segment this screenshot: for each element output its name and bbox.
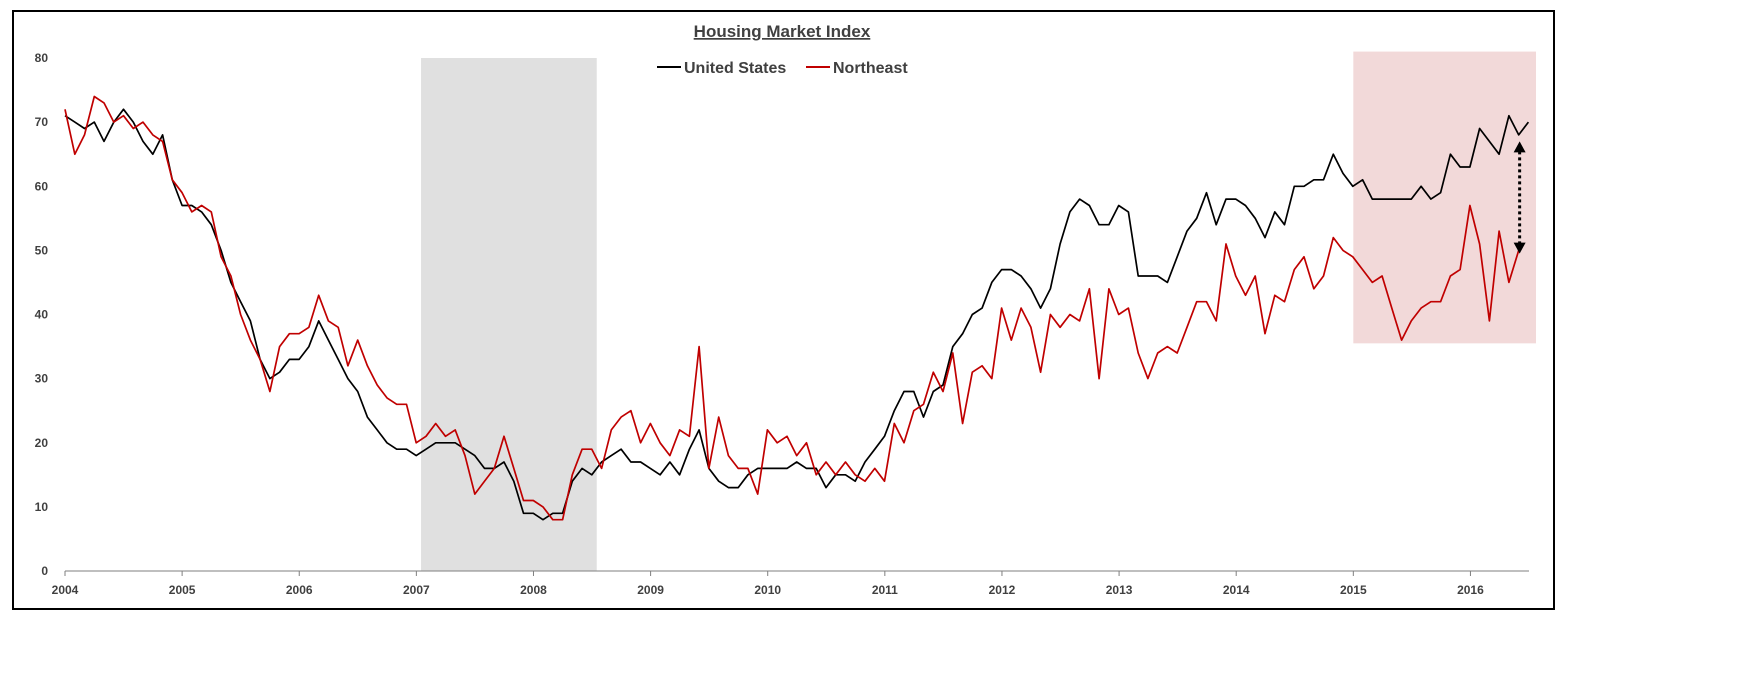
x-tick-label: 2013	[1106, 583, 1133, 597]
x-tick-label: 2005	[169, 583, 196, 597]
gap-arrow-head-up	[1513, 141, 1526, 153]
x-tick-label: 2011	[872, 583, 898, 597]
y-axis-ticks: 0 10 20 30 40 50 60 70 80	[35, 51, 49, 578]
y-tick-label: 60	[35, 179, 49, 193]
series-lines	[64, 95, 1530, 521]
x-tick-label: 2008	[520, 583, 547, 597]
gap-arrow-head-down	[1513, 242, 1526, 254]
y-tick-label: 80	[35, 51, 49, 65]
legend-label-northeast: Northeast	[833, 60, 908, 77]
x-tick-label: 2004	[52, 583, 79, 597]
legend: United States Northeast	[657, 60, 908, 77]
y-tick-label: 70	[35, 115, 49, 129]
x-tick-label: 2009	[637, 583, 664, 597]
chart-title: Housing Market Index	[694, 22, 871, 41]
x-tick-label: 2007	[403, 583, 430, 597]
shaded-regions	[421, 51, 1536, 571]
y-tick-label: 0	[41, 564, 48, 578]
x-axis-ticks: 2004 2005 2006 2007 2008 2009 2010 2011 2012 2013…	[52, 571, 1484, 597]
shaded-region-1	[421, 58, 597, 571]
y-tick-label: 10	[35, 500, 49, 514]
chart-frame	[12, 10, 1555, 610]
legend-label-united-states: United States	[684, 60, 786, 77]
shaded-region-2	[1353, 51, 1536, 344]
x-tick-label: 2014	[1223, 583, 1250, 597]
x-tick-label: 2006	[286, 583, 313, 597]
series-line-northeast	[64, 95, 1520, 521]
x-tick-label: 2010	[754, 583, 781, 597]
y-tick-label: 50	[35, 243, 49, 257]
gap-arrow	[1513, 141, 1526, 254]
y-tick-label: 40	[35, 308, 49, 322]
x-tick-label: 2012	[989, 583, 1016, 597]
x-tick-label: 2016	[1457, 583, 1484, 597]
series-line-united-states	[64, 108, 1530, 521]
y-tick-label: 30	[35, 372, 49, 386]
x-tick-label: 2015	[1340, 583, 1367, 597]
y-tick-label: 20	[35, 436, 49, 450]
